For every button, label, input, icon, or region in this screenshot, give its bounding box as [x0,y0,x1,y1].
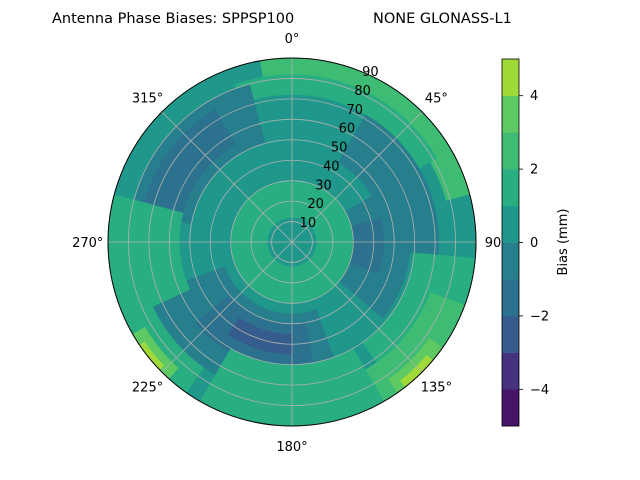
radial-tick-label: 90 [362,65,379,80]
contour-region [108,194,191,320]
contour-region [139,341,165,370]
contour-region [234,74,438,169]
radial-tick-labels: 10 20 30 40 50 60 70 80 90 [300,65,379,231]
radial-tick-label: 50 [331,141,348,156]
contour-region [227,317,292,355]
contour-region [365,292,465,402]
radial-tick-label: 60 [339,122,356,137]
azimuth-gridline [291,111,423,243]
colorbar-band [502,59,519,96]
contour-region [400,355,433,387]
radial-tick-label: 40 [323,159,340,174]
contour-region [119,294,205,393]
radial-tick-label: 80 [354,84,371,99]
contour-region [132,326,179,379]
colorbar: 4 2 0 −2 −4 Bias (mm) [501,58,571,427]
colorbar-label: Bias (mm) [556,209,571,276]
azimuth-tick-label: 315° [132,92,163,107]
colorbar-band [502,279,519,317]
radial-tick-label: 10 [300,216,317,231]
radial-tick-label: 20 [307,197,324,212]
colorbar-band [502,242,519,280]
azimuth-tick-label: 0° [285,32,300,47]
colorbar-ticks: 4 2 0 −2 −4 [519,89,549,398]
radial-tick-label: 70 [346,103,363,118]
colorbar-tick-label: 2 [530,163,538,178]
azimuth-tick-label: 135° [421,380,452,395]
colorbar-band [502,389,519,427]
polar-frame [107,57,477,427]
azimuth-gridline [291,241,423,373]
contour-region [143,109,236,213]
colorbar-band [502,169,519,207]
colorbar-band [502,95,519,133]
azimuth-gridline [161,111,293,243]
colorbar-tick-label: −2 [530,309,549,324]
colorbar-tick-label: −4 [530,383,549,398]
colorbar-tick-label: 0 [530,236,538,251]
azimuth-tick-label: 225° [132,380,163,395]
contour-region [338,114,440,255]
colorbar-tick-label: 4 [530,89,538,104]
chart-subtitle: NONE GLONASS-L1 [373,11,512,27]
polar-grid [107,57,477,427]
azimuth-gridline [161,241,293,373]
colorbar-band [502,205,519,243]
colorbar-band [502,315,519,353]
azimuth-tick-label: 45° [425,92,448,107]
colorbar-band [502,132,519,170]
azimuth-tick-label: 270° [72,236,103,251]
contour-region [345,218,385,274]
radial-tick-label: 30 [315,178,332,193]
chart-title: Antenna Phase Biases: SPPSP100 [52,11,294,27]
colorbar-band [502,352,519,390]
contour-region [260,58,470,201]
colorbar-bands [502,59,519,427]
azimuth-tick-label: 180° [276,440,307,455]
